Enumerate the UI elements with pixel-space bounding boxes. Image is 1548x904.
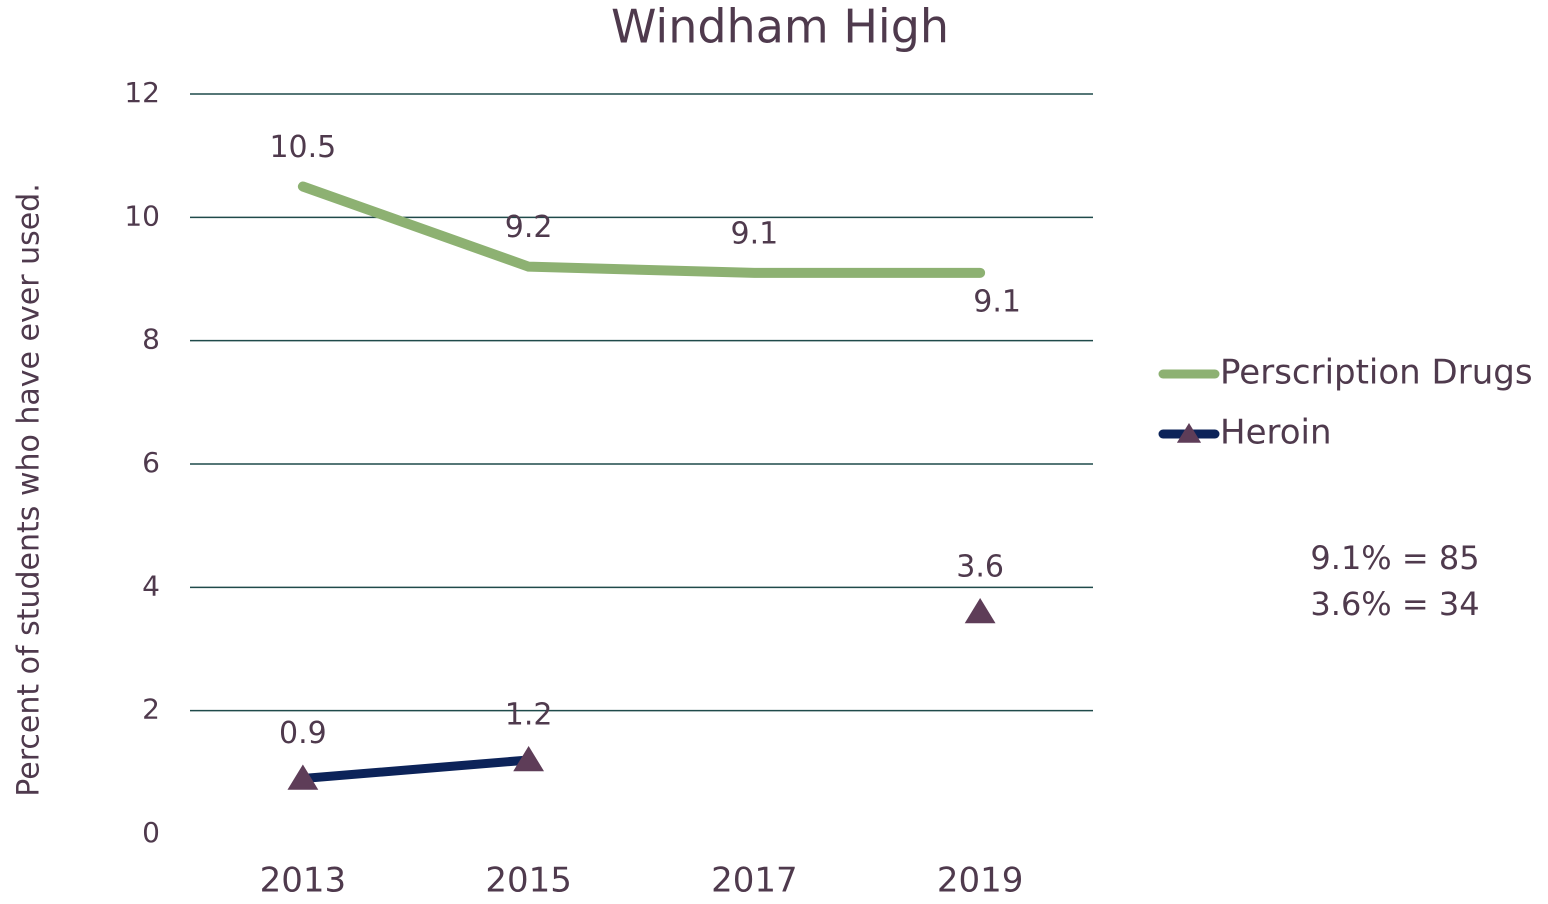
series-line bbox=[303, 612, 980, 779]
x-tick-label: 2019 bbox=[937, 861, 1024, 901]
y-axis-label: Percent of students who have ever used. bbox=[12, 183, 47, 797]
y-tick-label: 6 bbox=[142, 446, 160, 479]
annotation: 3.6% = 34 bbox=[1310, 585, 1479, 623]
x-tick-label: 2015 bbox=[485, 861, 572, 901]
y-tick-label: 4 bbox=[142, 569, 160, 602]
marker bbox=[513, 746, 545, 772]
y-tick-label: 8 bbox=[142, 323, 160, 356]
marker bbox=[964, 598, 996, 624]
data-label: 9.1 bbox=[973, 284, 1021, 319]
data-label: 0.9 bbox=[279, 716, 327, 751]
y-tick-label: 12 bbox=[124, 76, 160, 109]
data-label: 10.5 bbox=[269, 130, 336, 165]
data-label: 9.2 bbox=[505, 210, 553, 245]
data-label: 3.6 bbox=[956, 550, 1004, 585]
legend-label: Perscription Drugs bbox=[1220, 353, 1533, 393]
x-tick-label: 2013 bbox=[260, 861, 347, 901]
x-tick-label: 2017 bbox=[711, 861, 798, 901]
marker bbox=[287, 764, 319, 790]
data-label: 9.1 bbox=[731, 216, 779, 251]
data-label: 1.2 bbox=[505, 698, 553, 733]
y-tick-label: 2 bbox=[142, 693, 160, 726]
legend-marker bbox=[1176, 423, 1202, 443]
chart-title: Windham High bbox=[611, 0, 949, 54]
series-line bbox=[297, 181, 986, 278]
y-tick-label: 10 bbox=[124, 199, 160, 232]
y-tick-label: 0 bbox=[142, 816, 160, 849]
legend-label: Heroin bbox=[1220, 413, 1332, 453]
annotation: 9.1% = 85 bbox=[1310, 539, 1479, 577]
